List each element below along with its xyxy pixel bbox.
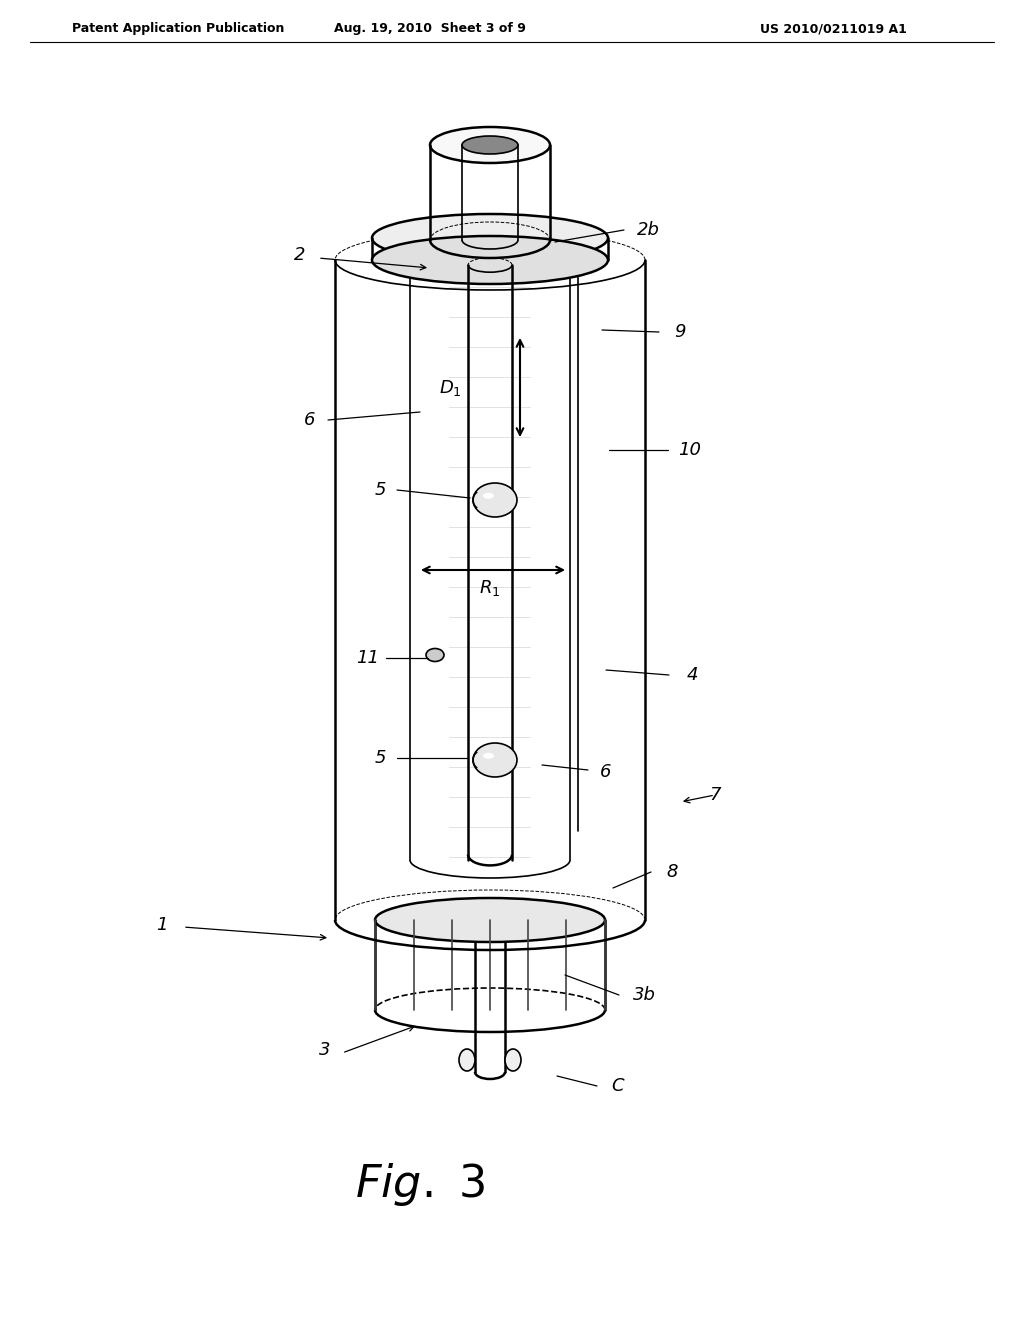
Text: $R_1$: $R_1$ [479, 578, 501, 598]
Text: 6: 6 [304, 411, 315, 429]
Ellipse shape [372, 236, 608, 284]
Text: 2: 2 [294, 246, 306, 264]
Ellipse shape [459, 1049, 475, 1071]
Text: US 2010/0211019 A1: US 2010/0211019 A1 [760, 22, 907, 36]
Text: $D_1$: $D_1$ [438, 378, 462, 399]
Text: 3b: 3b [633, 986, 655, 1005]
Ellipse shape [483, 492, 494, 499]
Text: Patent Application Publication: Patent Application Publication [72, 22, 285, 36]
Ellipse shape [505, 1049, 521, 1071]
Text: C: C [611, 1077, 625, 1096]
Text: 4: 4 [686, 667, 697, 684]
Ellipse shape [473, 743, 517, 777]
Text: $\mathit{Fig.\ 3}$: $\mathit{Fig.\ 3}$ [355, 1162, 485, 1208]
Ellipse shape [430, 127, 550, 162]
Text: 3: 3 [319, 1041, 331, 1059]
Text: 10: 10 [679, 441, 701, 459]
Text: 9: 9 [674, 323, 686, 341]
Text: 7: 7 [710, 785, 721, 804]
Ellipse shape [473, 483, 517, 517]
Ellipse shape [462, 136, 518, 154]
Ellipse shape [372, 214, 608, 261]
Ellipse shape [375, 898, 605, 942]
Text: 5: 5 [374, 748, 386, 767]
Text: Aug. 19, 2010  Sheet 3 of 9: Aug. 19, 2010 Sheet 3 of 9 [334, 22, 526, 36]
Text: 5: 5 [374, 480, 386, 499]
Text: 1: 1 [157, 916, 168, 935]
Ellipse shape [483, 752, 494, 759]
Text: 2b: 2b [637, 220, 659, 239]
Text: 11: 11 [356, 649, 380, 667]
Text: 6: 6 [600, 763, 611, 781]
Ellipse shape [426, 648, 444, 661]
Text: 8: 8 [667, 863, 678, 880]
